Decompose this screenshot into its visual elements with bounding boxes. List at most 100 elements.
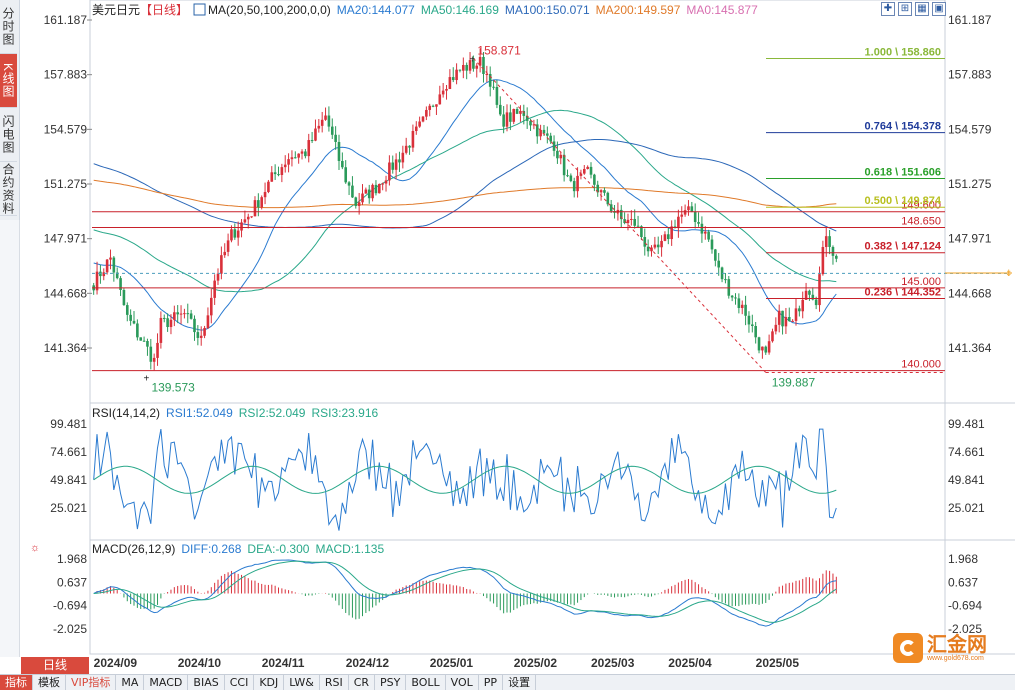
ma100-line bbox=[93, 139, 837, 232]
candle-body bbox=[781, 310, 784, 327]
chart-text: 161.187 161.187 157.883 157.883 154.579 154.5… bbox=[44, 3, 992, 670]
tab-flash-chart[interactable]: 闪电图 bbox=[0, 108, 17, 162]
period-button[interactable]: 日线 bbox=[21, 657, 89, 674]
candle-body bbox=[280, 167, 284, 176]
candle-body bbox=[663, 234, 667, 241]
candle-body bbox=[189, 313, 193, 319]
candle-body bbox=[619, 209, 623, 220]
indicator-tab[interactable]: BIAS bbox=[188, 675, 225, 690]
ma200-line bbox=[93, 179, 837, 209]
fib-level-label: 1.000 \ 158.860 bbox=[865, 47, 941, 59]
candle-body bbox=[388, 162, 391, 181]
indicator-tab[interactable]: CR bbox=[349, 675, 376, 690]
logo-url: www.gold678.com bbox=[927, 654, 984, 662]
indicator-tab[interactable]: VIP指标 bbox=[66, 675, 117, 690]
candle-body bbox=[828, 236, 831, 247]
candle-body bbox=[519, 110, 522, 114]
candle-body bbox=[404, 145, 408, 153]
candle-body bbox=[115, 272, 119, 279]
rsi-tick-label-right: 99.481 bbox=[948, 417, 985, 431]
horizontal-level-label: 148.650 bbox=[901, 215, 941, 227]
candle-body bbox=[465, 64, 468, 71]
candle-body bbox=[680, 214, 684, 217]
candle-body bbox=[667, 234, 670, 240]
rsi-panel: RSI(14,14,2) RSI1:52.049 RSI2:52.049 RSI3:2… bbox=[50, 406, 985, 531]
indicator-tab[interactable]: PSY bbox=[375, 675, 407, 690]
date-tick-label: 2025/03 bbox=[591, 656, 635, 670]
candle-body bbox=[99, 271, 102, 277]
candle-body bbox=[488, 73, 492, 87]
candle-body bbox=[290, 157, 294, 160]
candle-body bbox=[136, 323, 139, 338]
candle-body bbox=[670, 226, 673, 240]
candle-body bbox=[401, 152, 405, 163]
indicator-tab[interactable]: KDJ bbox=[254, 675, 285, 690]
candle-body bbox=[283, 164, 287, 168]
candle-body bbox=[475, 65, 479, 69]
candle-body bbox=[152, 357, 156, 362]
candle-body bbox=[700, 223, 704, 234]
indicator-tab[interactable]: MA bbox=[116, 675, 145, 690]
indicator-tab[interactable]: RSI bbox=[320, 675, 349, 690]
indicator-tab[interactable]: 设置 bbox=[503, 675, 537, 690]
price-tick-label-right: 147.971 bbox=[948, 232, 992, 246]
crosshair-icon[interactable]: ✚ bbox=[881, 2, 895, 16]
grid-icon[interactable]: ▦ bbox=[915, 2, 929, 16]
candle-body bbox=[458, 69, 462, 71]
tab-timeshare[interactable]: 分时图 bbox=[0, 0, 17, 54]
candle-body bbox=[367, 189, 371, 199]
candle-body bbox=[798, 308, 801, 312]
price-tick-label-right: 154.579 bbox=[948, 122, 992, 136]
candle-body bbox=[391, 162, 395, 170]
candle-body bbox=[156, 342, 159, 358]
zoom-fit-icon[interactable]: ⊞ bbox=[898, 2, 912, 16]
candle-body bbox=[787, 317, 791, 322]
candle-body bbox=[525, 115, 529, 121]
ma200-value: MA200:149.597 bbox=[596, 3, 681, 17]
candle-body bbox=[213, 280, 216, 298]
horizontal-level-label: 145.000 bbox=[901, 276, 941, 288]
candle-body bbox=[448, 77, 452, 89]
candle-body bbox=[546, 133, 549, 136]
candle-body bbox=[361, 193, 364, 203]
rsi-label: RSI(14,14,2) bbox=[92, 406, 160, 420]
candle-body bbox=[636, 225, 640, 227]
rsi-tick-label-right: 74.661 bbox=[948, 445, 985, 459]
rsi-tick-label: 25.021 bbox=[50, 501, 87, 515]
tab-contract-info[interactable]: 合约资料 bbox=[0, 162, 17, 216]
candle-body bbox=[196, 332, 200, 338]
candle-body bbox=[740, 304, 744, 308]
indicator-tab[interactable]: LW& bbox=[284, 675, 320, 690]
fullscreen-icon[interactable]: ▣ bbox=[932, 2, 946, 16]
indicator-tab[interactable]: 指标 bbox=[0, 675, 33, 690]
indicator-tab[interactable]: MACD bbox=[144, 675, 189, 690]
horizontal-level-label: 149.600 bbox=[901, 200, 941, 212]
price-tick-label: 157.883 bbox=[44, 68, 88, 82]
toolbar-icons: ✚ ⊞ ▦ ▣ bbox=[881, 2, 946, 16]
candle-body bbox=[162, 317, 166, 319]
candlesticks bbox=[92, 48, 838, 371]
price-levels: 149.600 148.650 145.000 140.000 1.000 \ 158.… bbox=[92, 47, 1013, 373]
candle-body bbox=[730, 295, 734, 298]
chart-frame bbox=[87, 0, 1015, 655]
candle-body bbox=[703, 231, 707, 234]
candle-body bbox=[771, 331, 774, 342]
indicator-tab[interactable]: VOL bbox=[446, 675, 479, 690]
candle-body bbox=[767, 341, 771, 353]
candle-body bbox=[230, 229, 233, 241]
indicator-tab[interactable]: PP bbox=[479, 675, 504, 690]
price-tick-label: 161.187 bbox=[44, 13, 88, 27]
candle-body bbox=[381, 183, 384, 185]
candle-body bbox=[609, 204, 613, 212]
indicator-tab[interactable]: CCI bbox=[225, 675, 255, 690]
candle-body bbox=[579, 173, 583, 176]
side-panel-blank bbox=[0, 220, 20, 657]
tab-kline[interactable]: K线图 bbox=[0, 54, 17, 108]
indicator-tab[interactable]: BOLL bbox=[406, 675, 446, 690]
candle-body bbox=[539, 129, 542, 137]
candle-body bbox=[707, 231, 710, 240]
date-tick-label: 2025/02 bbox=[514, 656, 558, 670]
indicator-tab[interactable]: 模板 bbox=[33, 675, 66, 690]
